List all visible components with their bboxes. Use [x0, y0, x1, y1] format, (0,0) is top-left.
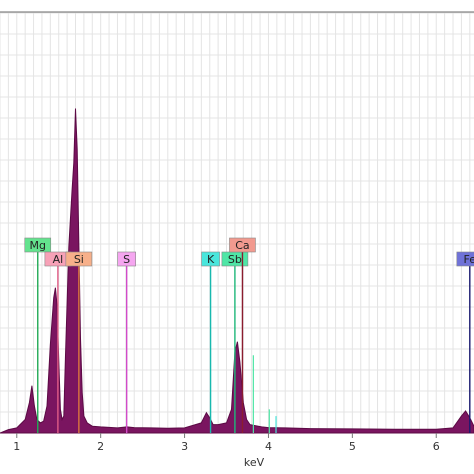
element-label-ca: Ca — [235, 239, 249, 252]
element-label-sb: Sb — [228, 253, 242, 266]
spectrum-series — [0, 108, 474, 434]
element-tag-s — [117, 251, 136, 267]
x-tick-label: 5 — [349, 440, 356, 453]
spectrum-area — [0, 108, 474, 434]
element-tag-si — [65, 251, 93, 267]
element-tag-mg — [24, 237, 52, 253]
x-tick-label: 2 — [97, 440, 104, 453]
element-label-k: K — [207, 253, 215, 266]
element-label-mg: Mg — [30, 239, 46, 252]
x-axis-ticks: 1 2 3 4 5 6 — [13, 433, 440, 453]
x-axis-label: keV — [244, 456, 265, 469]
element-tag-fe — [456, 251, 474, 267]
element-label-s: S — [123, 253, 130, 266]
x-tick-label: 4 — [265, 440, 272, 453]
element-label-fe: Fe — [464, 253, 474, 266]
element-label-al: Al — [53, 253, 64, 266]
element-tag-k — [201, 251, 220, 267]
x-tick-label: 1 — [13, 440, 20, 453]
x-tick-label: 6 — [433, 440, 440, 453]
x-tick-label: 3 — [181, 440, 188, 453]
element-label-si: Si — [74, 253, 84, 266]
element-tag-ca — [229, 237, 256, 253]
